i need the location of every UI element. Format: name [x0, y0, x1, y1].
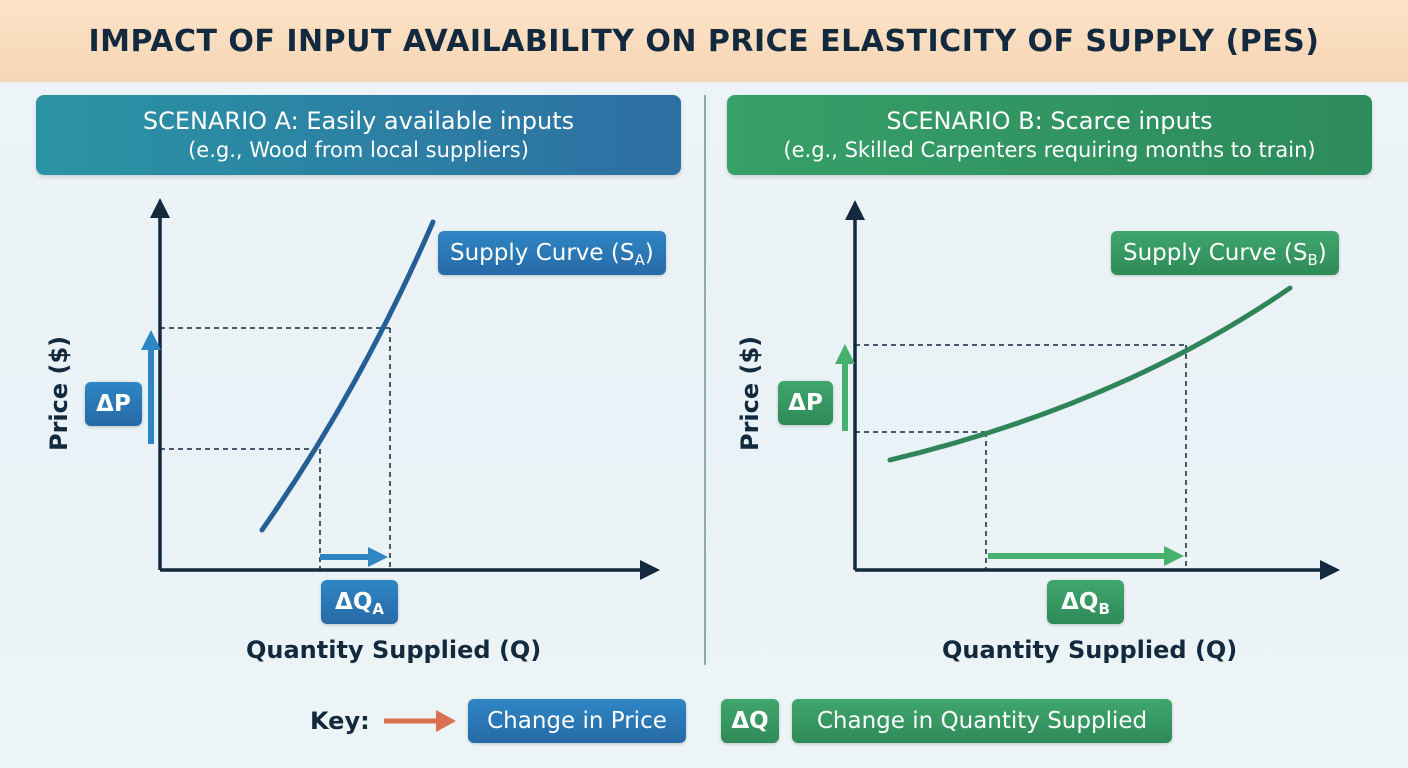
scenario-a-x-axis-arrowhead	[640, 560, 660, 580]
scenario-b-supply-curve	[887, 285, 1293, 463]
scenario-b-x-axis-arrowhead	[1320, 560, 1340, 580]
scenario-b-delta-p-label: ΔP	[778, 381, 833, 425]
key-change-in-quantity-text: Change in Quantity Supplied	[816, 708, 1148, 734]
scenario-a-delta-p-label: ΔP	[85, 382, 142, 426]
scenario-a-subheading: (e.g., Wood from local suppliers)	[188, 138, 529, 162]
page-title: IMPACT OF INPUT AVAILABILITY ON PRICE EL…	[88, 23, 1320, 59]
scenario-b-supply-close: )	[1317, 240, 1327, 266]
key-change-in-price-text: Change in Price	[487, 708, 667, 734]
scenario-a-x-axis-label: Quantity Supplied (Q)	[246, 636, 542, 664]
scenario-b-supply-sub: B	[1307, 251, 1318, 269]
scenario-a-delta-q-sub: A	[372, 600, 384, 618]
scenario-b-subheading: (e.g., Skilled Carpenters requiring mont…	[783, 138, 1316, 162]
scenario-a-delta-q-arrow	[320, 547, 388, 567]
scenario-a-y-axis-arrowhead	[150, 198, 170, 218]
scenario-b-delta-q-label: ΔQ B	[1047, 580, 1124, 624]
key-delta-q: ΔQ	[721, 699, 779, 743]
scenario-a-guides	[160, 327, 391, 570]
scenario-a-heading: SCENARIO A: Easily available inputs	[142, 107, 575, 135]
scenario-a-supply-close: )	[644, 240, 654, 266]
scenario-a-y-axis-label: Price ($)	[45, 335, 73, 451]
scenario-b-delta-p-arrow	[835, 344, 855, 431]
scenario-a-header: SCENARIO A: Easily available inputs (e.g…	[36, 95, 681, 175]
key-arrow-icon	[384, 710, 456, 732]
panel-divider	[704, 95, 706, 665]
scenario-b-delta-p-text: ΔP	[788, 390, 823, 416]
scenario-b-heading: SCENARIO B: Scarce inputs	[886, 107, 1213, 135]
scenario-b-delta-q-text: ΔQ	[1061, 589, 1099, 615]
key-change-in-quantity: Change in Quantity Supplied	[792, 699, 1172, 743]
scenario-b-axes	[845, 200, 1340, 580]
scenario-a-supply-sub: A	[634, 251, 645, 269]
scenario-b-x-axis-label: Quantity Supplied (Q)	[942, 636, 1238, 664]
scenario-b-supply-text: Supply Curve (S	[1123, 240, 1308, 266]
key-label: Key:	[310, 707, 370, 735]
scenario-a-delta-q-text: ΔQ	[335, 589, 373, 615]
scenario-a-delta-p-text: ΔP	[96, 391, 131, 417]
scenario-b-y-axis-label: Price ($)	[736, 335, 764, 451]
scenario-b-header: SCENARIO B: Scarce inputs (e.g., Skilled…	[727, 95, 1372, 175]
scenario-a-supply-label: Supply Curve (S A)	[438, 231, 666, 275]
key-change-in-price: Change in Price	[468, 699, 686, 743]
scenario-b-guides	[855, 344, 1187, 570]
scenario-b-delta-q-sub: B	[1098, 600, 1110, 618]
title-bar: IMPACT OF INPUT AVAILABILITY ON PRICE EL…	[0, 0, 1408, 82]
scenario-a-supply-text: Supply Curve (S	[450, 240, 635, 266]
scenario-a-delta-p-arrow	[141, 330, 161, 444]
scenario-b-delta-q-arrow	[988, 546, 1184, 566]
scenario-a-delta-q-label: ΔQ A	[321, 580, 398, 624]
scenario-b-supply-label: Supply Curve (S B)	[1111, 231, 1339, 275]
scenario-a-axes	[150, 198, 660, 580]
scenario-a-supply-curve	[259, 219, 436, 533]
key-delta-q-text: ΔQ	[731, 708, 769, 734]
scenario-b-y-axis-arrowhead	[845, 200, 865, 220]
